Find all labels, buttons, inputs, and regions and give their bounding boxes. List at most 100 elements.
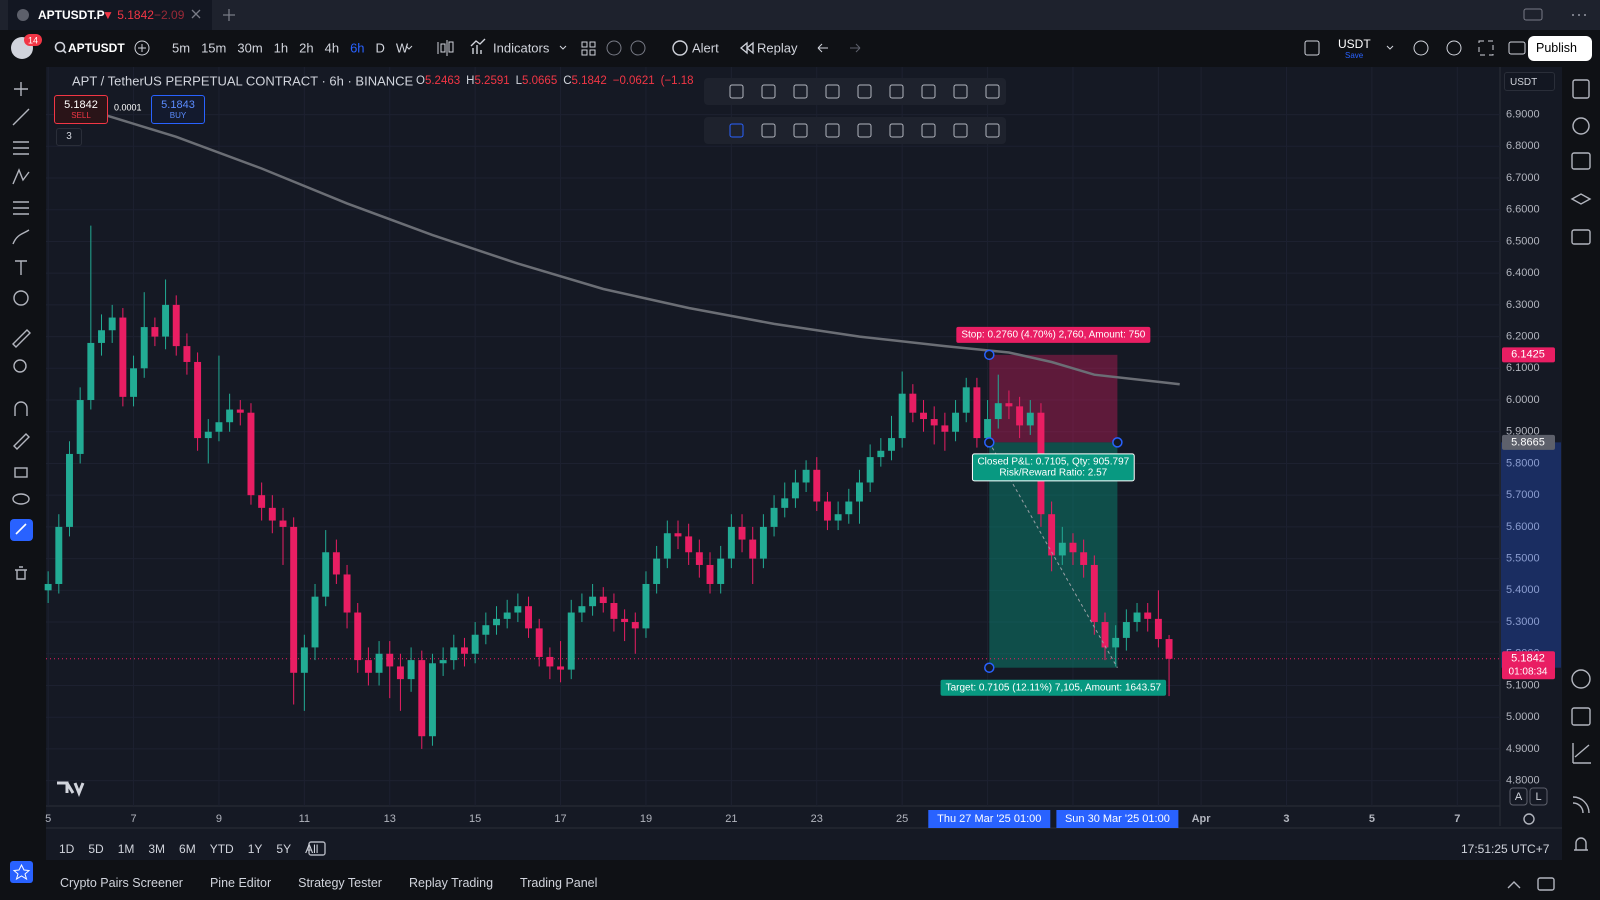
target-icon[interactable] [1571,669,1591,689]
active-tool[interactable] [10,519,33,541]
buy-button[interactable]: 5.1843 BUY [151,95,205,124]
crosshair-tool[interactable] [14,82,28,96]
q-icon[interactable] [630,40,646,56]
interval-button[interactable]: W [395,40,409,56]
toolbar-icon[interactable] [825,123,840,138]
interval-button[interactable]: 6h [350,40,365,56]
draw-mode-tool[interactable] [13,433,30,450]
date-range-icon[interactable] [308,841,326,856]
watchlist-icon[interactable] [1572,79,1590,99]
toolbar-icon[interactable] [921,123,936,138]
axis-settings-icon[interactable] [1523,813,1535,825]
chat-icon[interactable] [1571,229,1591,245]
undo-icon[interactable] [817,43,828,53]
toolbar-icon[interactable] [889,123,904,138]
chart-type-icon[interactable] [437,40,454,56]
chevron[interactable] [405,45,413,50]
interval-button[interactable]: 30m [237,40,263,56]
brush-tool[interactable] [12,229,30,245]
range-button[interactable]: 3M [148,842,166,856]
alert-button[interactable]: Alert [692,40,719,56]
toolbar-icon[interactable] [985,123,1000,138]
fullscreen-icon[interactable] [1478,40,1494,56]
news-icon[interactable] [1571,152,1591,170]
lock-tool[interactable] [14,467,28,478]
replay-button[interactable]: Replay [757,40,798,56]
magnet-tool[interactable] [14,401,28,416]
alerts-icon[interactable] [1572,117,1590,135]
favorites-button[interactable] [10,861,33,883]
scale-button[interactable] [1509,787,1528,806]
toolbar-icon[interactable] [825,84,840,99]
panel-tab[interactable]: Crypto Pairs Screener [60,876,183,890]
search-icon[interactable] [1413,40,1429,56]
alert-icon[interactable] [672,40,688,56]
toolbar-icon[interactable] [889,84,904,99]
panel-tab[interactable]: Replay Trading [408,876,494,890]
range-button[interactable]: 1D [59,842,75,856]
pattern-tool[interactable] [12,168,30,185]
range-button[interactable]: 5D [88,842,104,856]
toolbar-icon[interactable] [953,123,968,138]
projection-tool[interactable] [13,201,29,215]
interval-button[interactable]: 15m [201,40,227,56]
replay-icon[interactable] [739,41,754,55]
trendline-tool[interactable] [12,108,30,126]
save-label[interactable]: Save [1345,51,1364,60]
publish-label[interactable]: Publish [1536,40,1577,55]
toolbar-icon[interactable] [761,84,776,99]
currency-button[interactable]: USDT [1338,37,1371,51]
new-tab[interactable] [223,9,235,21]
icon-tool[interactable] [13,290,29,306]
toolbar-icon[interactable] [761,123,776,138]
panel-tab[interactable]: Trading Panel [520,876,598,890]
interval-button[interactable]: 4h [324,40,340,56]
visibility-tool[interactable] [12,493,30,505]
settings-icon[interactable] [1446,40,1462,56]
interval-button[interactable]: 5m [172,40,191,56]
toolbar-icon[interactable] [729,84,744,99]
compare-icon[interactable] [134,40,150,56]
range-button[interactable]: 1Y [247,842,263,856]
snapshot-icon[interactable] [1508,41,1526,55]
symbol-search[interactable]: APTUSDT [68,41,125,55]
sell-button[interactable]: 5.1842 SELL [54,95,108,124]
fib-tool[interactable] [13,141,29,155]
layout-icon[interactable] [1304,40,1320,56]
toolbar-icon[interactable] [793,123,808,138]
panel-tab[interactable]: Strategy Tester [298,876,382,890]
chart-icon[interactable] [1572,743,1591,764]
indicators-button[interactable]: Indicators [493,40,550,56]
toolbar-icon[interactable] [729,123,744,138]
toolbar-icon[interactable] [953,84,968,99]
toolbar-icon[interactable] [857,123,872,138]
templates-icon[interactable] [581,41,596,56]
toolbar-icon[interactable] [985,84,1000,99]
zoom-tool[interactable] [13,359,27,373]
collapse-icon[interactable] [1507,881,1521,889]
maximize-icon[interactable] [1537,877,1555,891]
q-icon[interactable] [606,40,622,56]
search-icon[interactable] [54,41,66,53]
range-button[interactable]: YTD [209,842,234,856]
indicators-icon[interactable] [470,38,486,54]
toolbar-icon[interactable] [921,84,936,99]
layout-icon[interactable] [1523,8,1543,21]
active-tab[interactable] [8,0,212,30]
notifications-icon[interactable] [1574,837,1588,851]
panel-tab[interactable]: Pine Editor [209,876,272,890]
tab-close[interactable] [191,9,201,19]
calendar-icon[interactable] [1571,707,1591,726]
chevron[interactable] [559,45,567,50]
interval-button[interactable]: 1h [273,40,289,56]
range-button[interactable]: All [305,842,319,856]
toolbar-icon[interactable] [793,84,808,99]
range-button[interactable]: 5Y [276,842,292,856]
interval-button[interactable]: 2h [299,40,314,56]
chevron[interactable] [1386,45,1394,50]
ruler-tool[interactable] [12,329,31,348]
interval-button[interactable]: D [375,40,385,56]
layers-icon[interactable] [1570,193,1592,205]
range-button[interactable]: 1M [117,842,135,856]
scale-button[interactable] [1529,787,1548,806]
